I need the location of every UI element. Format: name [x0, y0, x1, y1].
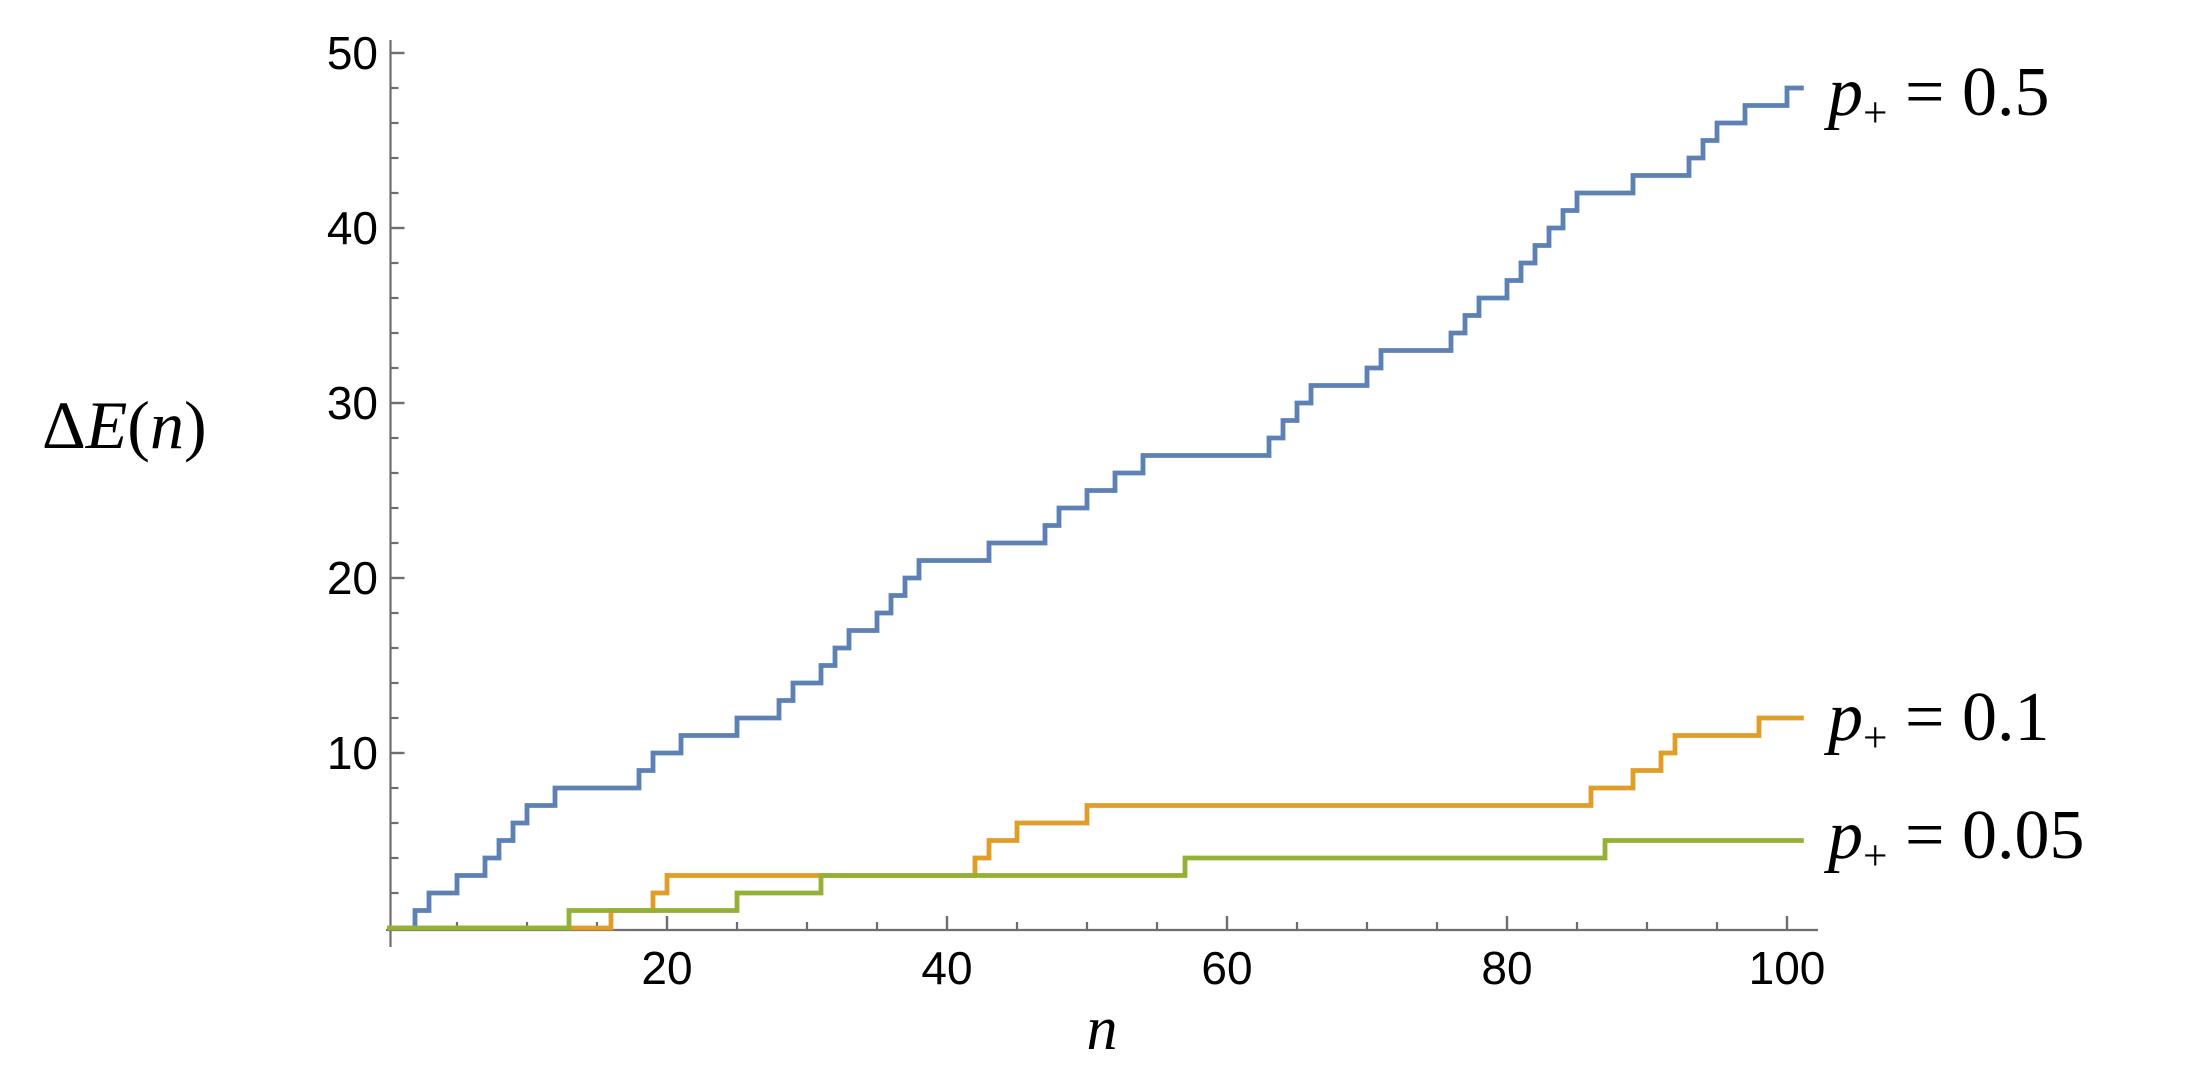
- legend-label-p0.5: p+ = 0.5: [1828, 58, 2049, 148]
- x-tick-label: 60: [1201, 942, 1252, 994]
- x-tick-label: 100: [1749, 942, 1826, 994]
- y-axis-title-E: E: [85, 387, 128, 463]
- y-tick-label: 30: [327, 377, 378, 429]
- legend-p0.5-subscript: +: [1863, 89, 1888, 138]
- x-tick-label: 40: [921, 942, 972, 994]
- legend-p0.5-value: = 0.5: [1887, 54, 2050, 131]
- y-tick-label: 50: [327, 27, 378, 79]
- legend-p0.1-symbol: p: [1828, 679, 1863, 756]
- y-axis-title-close-paren: ): [183, 387, 207, 463]
- y-axis-title-delta: Δ: [42, 387, 86, 463]
- x-tick-label: 20: [641, 942, 692, 994]
- legend-p0.05-subscript: +: [1863, 832, 1888, 881]
- legend-label-p0.1: p+ = 0.1: [1828, 683, 2049, 773]
- legend-p0.1-value: = 0.1: [1887, 679, 2050, 756]
- y-axis-title: ΔE(n): [42, 391, 207, 459]
- legend-p0.1-subscript: +: [1863, 714, 1888, 763]
- series-line-p-plus-0.1: [387, 715, 1804, 931]
- x-axis-title: n: [1086, 995, 1118, 1063]
- series-line-p-plus-0.5: [387, 85, 1804, 931]
- y-tick-label: 40: [327, 202, 378, 254]
- legend-label-p0.05: p+ = 0.05: [1828, 801, 2084, 891]
- y-axis-title-open-paren: (: [127, 387, 150, 463]
- x-tick-label: 80: [1481, 942, 1532, 994]
- y-tick-label: 10: [327, 727, 378, 779]
- legend-p0.5-symbol: p: [1828, 54, 1863, 131]
- legend-p0.05-value: = 0.05: [1887, 797, 2085, 874]
- series-line-p-plus-0.05: [387, 838, 1804, 931]
- y-tick-label: 20: [327, 552, 378, 604]
- y-axis-title-var: n: [149, 387, 184, 463]
- legend-p0.05-symbol: p: [1828, 797, 1863, 874]
